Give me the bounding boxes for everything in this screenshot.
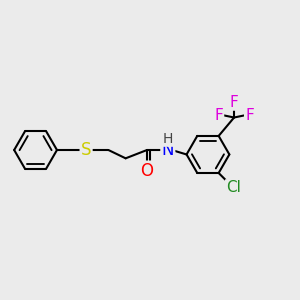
Text: F: F (245, 108, 254, 123)
Text: H: H (163, 132, 173, 146)
Text: S: S (81, 141, 91, 159)
Text: F: F (214, 108, 223, 123)
Text: N: N (162, 141, 174, 159)
Text: Cl: Cl (226, 180, 241, 195)
Text: O: O (140, 162, 154, 180)
Text: F: F (230, 94, 239, 110)
